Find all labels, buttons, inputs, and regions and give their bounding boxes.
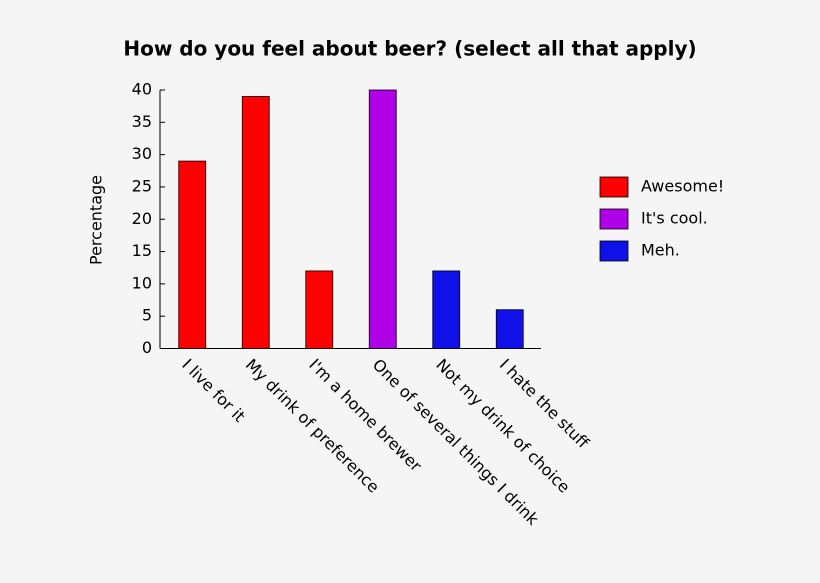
legend-label: It's cool. — [641, 209, 708, 228]
bar — [368, 89, 397, 349]
bar — [305, 270, 334, 349]
legend-swatch — [599, 176, 629, 198]
y-tick-label: 15 — [132, 241, 152, 260]
y-tick-label: 0 — [142, 338, 152, 357]
bar — [495, 309, 524, 349]
legend-label: Awesome! — [641, 177, 724, 196]
bar — [178, 160, 207, 349]
y-tick-label: 35 — [132, 112, 152, 131]
legend-swatch — [599, 240, 629, 262]
y-tick-label: 5 — [142, 306, 152, 325]
bar — [241, 96, 270, 349]
bar — [432, 270, 461, 349]
chart-title: How do you feel about beer? (select all … — [123, 37, 696, 61]
y-axis-label: Percentage — [87, 175, 106, 265]
legend-label: Meh. — [641, 241, 680, 260]
y-tick-label: 25 — [132, 176, 152, 195]
legend-swatch — [599, 208, 629, 230]
y-tick-label: 10 — [132, 273, 152, 292]
y-tick-label: 30 — [132, 144, 152, 163]
y-tick-label: 20 — [132, 209, 152, 228]
y-tick-label: 40 — [132, 80, 152, 99]
